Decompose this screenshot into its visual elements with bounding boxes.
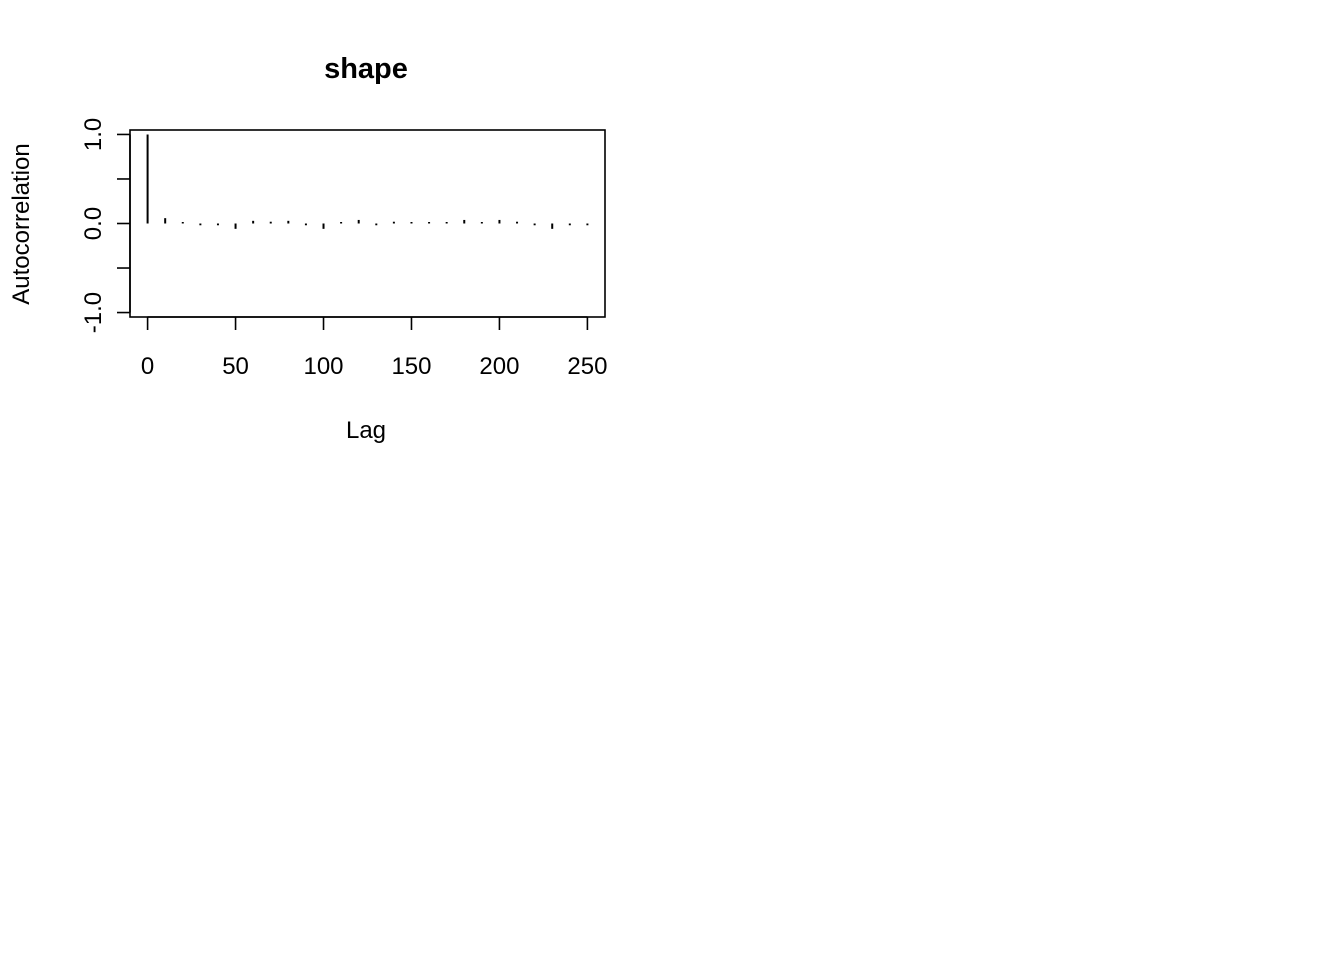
x-tick-label: 100 — [303, 353, 343, 380]
y-tick-label: -1.0 — [80, 292, 107, 333]
x-axis-title: Lag — [346, 417, 386, 444]
x-tick-label: 0 — [141, 353, 154, 380]
y-tick-label: 1.0 — [80, 118, 107, 151]
x-tick-label: 50 — [222, 353, 249, 380]
acf-bars — [146, 134, 589, 229]
y-tick-label: 0.0 — [80, 207, 107, 240]
y-axis-title: Autocorrelation — [8, 143, 35, 304]
x-tick-label: 250 — [567, 353, 607, 380]
x-axis: 0 50 100 150 200 250 — [141, 316, 607, 380]
y-axis: -1.0 0.0 1.0 — [80, 118, 131, 333]
x-tick-label: 150 — [391, 353, 431, 380]
x-tick-label: 200 — [479, 353, 519, 380]
chart-title: shape — [324, 53, 408, 85]
